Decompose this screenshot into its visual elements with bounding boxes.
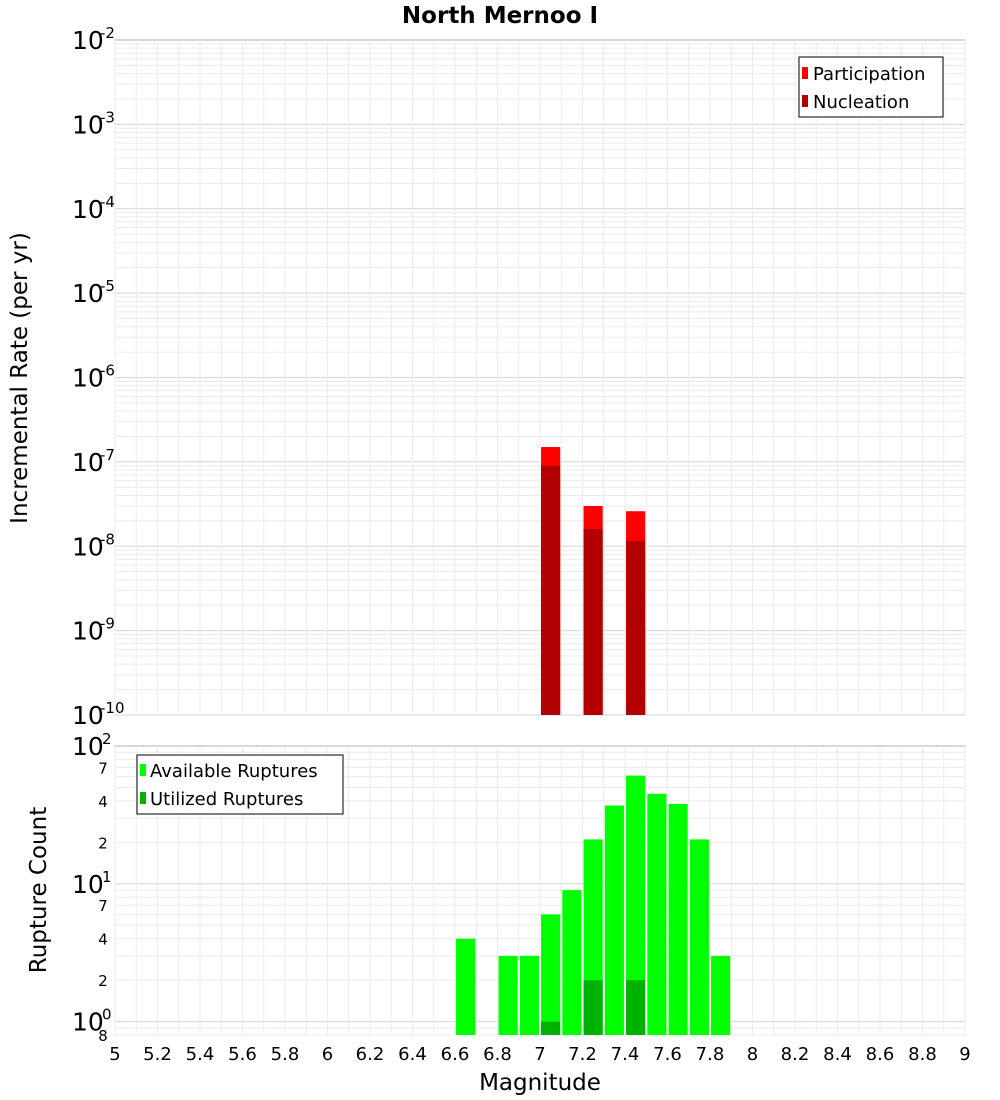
top-y-tick-exponent: -4 bbox=[100, 193, 115, 211]
x-tick-label: 5.6 bbox=[228, 1044, 257, 1065]
top-y-tick-exponent: -2 bbox=[100, 24, 115, 42]
x-tick-label: 8.2 bbox=[781, 1044, 810, 1065]
x-tick-label: 8 bbox=[747, 1044, 758, 1065]
bar-nucleation bbox=[541, 465, 561, 715]
bar-nucleation bbox=[583, 529, 603, 715]
top-y-tick-exponent: -7 bbox=[100, 446, 115, 464]
x-tick-label: 6.2 bbox=[356, 1044, 385, 1065]
bar-nucleation bbox=[626, 541, 646, 715]
bottom-bars bbox=[456, 775, 731, 1035]
top-y-tick-label: 10 bbox=[72, 195, 104, 224]
legend-label-utilized: Utilized Ruptures bbox=[150, 789, 303, 810]
top-y-tick-label: 10 bbox=[72, 110, 104, 139]
x-tick-label: 7.8 bbox=[696, 1044, 725, 1065]
x-tick-label: 7.2 bbox=[568, 1044, 597, 1065]
x-tick-label: 9 bbox=[959, 1044, 970, 1065]
x-tick-label: 6.8 bbox=[483, 1044, 512, 1065]
bottom-y-minor-tick-label: 4 bbox=[98, 931, 108, 949]
legend-label-participation: Participation bbox=[813, 64, 925, 85]
bottom-y-tick-label: 10 bbox=[72, 870, 104, 899]
x-tick-label: 8.6 bbox=[866, 1044, 895, 1065]
bar-available-ruptures bbox=[711, 955, 731, 1035]
bottom-y-tick-exponent: 0 bbox=[102, 1006, 112, 1024]
bottom-y-minor-tick-label: 4 bbox=[98, 793, 108, 811]
bar-utilized-ruptures bbox=[583, 980, 603, 1035]
top-legend-box bbox=[798, 56, 944, 118]
top-legend: Participation Nucleation bbox=[798, 56, 944, 118]
legend-swatch-utilized bbox=[140, 792, 146, 804]
top-gridlines bbox=[114, 40, 966, 716]
x-ticks: 5 5.2 5.4 5.6 5.8 6 6.2 6.4 6.6 6.8 7 7.2 7.4 7.6 7.8 8… bbox=[109, 1044, 970, 1065]
legend-swatch-participation bbox=[802, 67, 808, 79]
x-tick-label: 5.4 bbox=[186, 1044, 215, 1065]
bar-available-ruptures bbox=[668, 803, 688, 1035]
legend-swatch-available bbox=[140, 764, 146, 776]
top-y-tick-label: 10 bbox=[72, 617, 104, 646]
x-tick-label: 5.8 bbox=[271, 1044, 300, 1065]
x-tick-label: 7.4 bbox=[611, 1044, 640, 1065]
bottom-y-minor-tick-label: 8 bbox=[98, 1027, 108, 1045]
x-tick-label: 5 bbox=[109, 1044, 120, 1065]
top-y-tick-label: 10 bbox=[72, 532, 104, 561]
bottom-legend-box bbox=[136, 754, 344, 815]
top-y-tick-label: 10 bbox=[72, 701, 104, 730]
top-y-tick-exponent: -5 bbox=[100, 277, 115, 295]
x-axis-label: Magnitude bbox=[479, 1070, 601, 1096]
bar-available-ruptures bbox=[647, 793, 667, 1035]
bottom-y-minor-tick-label: 7 bbox=[98, 897, 108, 915]
x-tick-label: 6.6 bbox=[441, 1044, 470, 1065]
bar-available-ruptures bbox=[689, 839, 709, 1035]
bottom-y-axis-label: Rupture Count bbox=[26, 807, 52, 973]
bar-available-ruptures bbox=[541, 914, 561, 1035]
legend-label-nucleation: Nucleation bbox=[813, 92, 909, 113]
bar-available-ruptures bbox=[604, 805, 624, 1035]
x-tick-label: 8.4 bbox=[823, 1044, 852, 1065]
top-y-axis-label: Incremental Rate (per yr) bbox=[7, 232, 33, 524]
top-bars bbox=[541, 447, 646, 715]
bar-utilized-ruptures bbox=[626, 980, 646, 1035]
x-tick-label: 7 bbox=[534, 1044, 545, 1065]
top-y-tick-exponent: -3 bbox=[100, 108, 115, 126]
bottom-y-tick-label: 10 bbox=[72, 1008, 104, 1037]
top-y-ticks: 10-210-310-410-510-610-710-810-910-10 bbox=[72, 24, 125, 730]
bar-available-ruptures bbox=[519, 955, 539, 1035]
bottom-legend: Available Ruptures Utilized Ruptures bbox=[136, 754, 344, 815]
bottom-y-minor-tick-label: 2 bbox=[98, 834, 108, 852]
top-plot-panel: 10-210-310-410-510-610-710-810-910-10 In… bbox=[7, 24, 966, 730]
bottom-y-tick-exponent: 2 bbox=[102, 730, 112, 748]
legend-swatch-nucleation bbox=[802, 95, 808, 107]
top-y-tick-exponent: -6 bbox=[100, 362, 115, 380]
chart-title: North Mernoo I bbox=[402, 3, 598, 29]
top-y-tick-label: 10 bbox=[72, 26, 104, 55]
top-y-tick-exponent: -8 bbox=[100, 530, 115, 548]
bottom-y-tick-exponent: 1 bbox=[102, 868, 112, 886]
x-tick-label: 6 bbox=[322, 1044, 333, 1065]
bar-available-ruptures bbox=[498, 955, 518, 1035]
top-y-tick-label: 10 bbox=[72, 448, 104, 477]
top-y-tick-label: 10 bbox=[72, 279, 104, 308]
bottom-y-minor-tick-label: 7 bbox=[98, 759, 108, 777]
bar-utilized-ruptures bbox=[541, 1021, 561, 1035]
bottom-y-tick-label: 10 bbox=[72, 732, 104, 761]
bottom-gridlines bbox=[114, 746, 966, 1036]
legend-label-available: Available Ruptures bbox=[150, 761, 318, 782]
x-tick-label: 8.8 bbox=[908, 1044, 937, 1065]
bar-available-ruptures bbox=[562, 890, 582, 1035]
x-tick-label: 6.4 bbox=[398, 1044, 427, 1065]
top-y-tick-exponent: -10 bbox=[100, 699, 125, 717]
top-y-tick-exponent: -9 bbox=[100, 615, 115, 633]
bar-available-ruptures bbox=[456, 938, 476, 1035]
bottom-y-minor-tick-label: 2 bbox=[98, 972, 108, 990]
x-tick-label: 7.6 bbox=[653, 1044, 682, 1065]
top-y-tick-label: 10 bbox=[72, 364, 104, 393]
bar-available-ruptures bbox=[626, 775, 646, 1035]
x-tick-label: 5.2 bbox=[143, 1044, 172, 1065]
